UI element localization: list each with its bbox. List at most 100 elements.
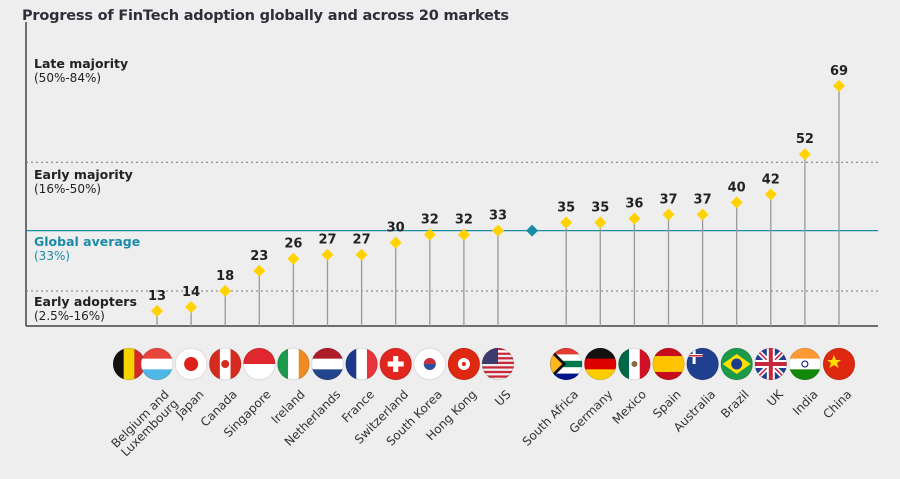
flag-part xyxy=(311,348,344,360)
flag-part xyxy=(482,366,514,369)
flag-part xyxy=(243,348,276,365)
flag-part xyxy=(731,358,743,370)
data-label: 23 xyxy=(250,249,268,264)
flag-outline xyxy=(686,347,719,381)
value-marker xyxy=(730,196,743,209)
japan-flag xyxy=(174,347,208,381)
flag-part xyxy=(550,352,563,376)
flag-part xyxy=(311,369,344,380)
flag-body xyxy=(720,348,753,380)
flag-part xyxy=(550,348,583,355)
flag-body xyxy=(209,348,242,380)
band-global-average: Global average (33%) xyxy=(34,234,140,264)
flag-body xyxy=(379,348,412,380)
flag-part xyxy=(123,348,135,380)
value-marker xyxy=(151,305,163,317)
china-flag xyxy=(822,347,856,381)
flag-part xyxy=(423,358,436,364)
data-label: 35 xyxy=(557,201,575,216)
uk-flag xyxy=(754,347,787,381)
value-marker xyxy=(492,224,504,237)
flag-outline xyxy=(822,347,856,381)
india-flag xyxy=(788,347,822,381)
flag-part xyxy=(221,360,230,368)
brazil-flag xyxy=(720,347,753,381)
flag-body xyxy=(113,348,145,380)
value-marker xyxy=(696,208,709,221)
data-label: 35 xyxy=(591,201,609,216)
band-early-adopters: Early adopters (2.5%-16%) xyxy=(34,294,137,324)
flag-outline xyxy=(277,347,310,381)
ireland-flag xyxy=(277,347,310,381)
data-label: 13 xyxy=(148,289,166,304)
flag-part xyxy=(652,356,685,365)
value-marker xyxy=(457,228,470,241)
flag-part xyxy=(788,369,821,380)
flag-part xyxy=(243,364,276,380)
data-label: 52 xyxy=(796,132,814,147)
value-marker xyxy=(833,79,845,92)
flag-part xyxy=(631,361,638,367)
band-early-majority: Early majority (16%-50%) xyxy=(34,167,133,197)
flag-part xyxy=(277,348,289,380)
flag-part xyxy=(652,364,685,373)
flag-outline xyxy=(788,347,822,381)
value-marker xyxy=(628,212,641,225)
data-label: 18 xyxy=(216,269,234,284)
flag-part xyxy=(230,348,242,380)
data-label: 30 xyxy=(387,221,405,236)
flag-outline xyxy=(447,347,481,381)
flag-body xyxy=(141,348,173,380)
flag-part xyxy=(584,369,617,380)
flag-outline xyxy=(618,347,651,381)
band-range: (16%-50%) xyxy=(34,182,102,196)
switzerland-flag xyxy=(379,347,412,381)
australia-flag xyxy=(686,347,719,381)
flag-outline xyxy=(652,347,685,381)
flag-body xyxy=(823,348,855,380)
flag-part xyxy=(550,360,583,368)
value-marker xyxy=(219,284,232,297)
flag-part xyxy=(652,372,685,380)
us-flag xyxy=(481,347,515,381)
band-label: Early majority xyxy=(34,167,133,182)
singapore-flag xyxy=(243,347,276,381)
flag-part xyxy=(639,348,651,380)
flag-body xyxy=(277,348,310,380)
value-marker xyxy=(764,188,777,201)
flag-part xyxy=(356,348,368,380)
band-label: Global average xyxy=(34,234,141,249)
flag-body xyxy=(243,348,276,380)
flag-outline xyxy=(481,347,515,381)
flag-part xyxy=(311,358,344,370)
flag-part xyxy=(801,360,809,368)
value-marker xyxy=(355,248,368,261)
data-label: 37 xyxy=(659,193,677,208)
flag-part xyxy=(584,348,617,360)
flag-outline xyxy=(379,347,412,381)
flag-part xyxy=(209,348,221,380)
band-late-majority: Late majority (50%-84%) xyxy=(34,56,128,86)
flag-outline xyxy=(584,347,617,381)
value-marker xyxy=(253,264,266,277)
mexico-flag xyxy=(618,347,651,381)
flag-part xyxy=(550,354,583,362)
flag-part xyxy=(141,358,173,370)
flag-body xyxy=(754,348,787,380)
flag-outline xyxy=(174,347,208,381)
flag-body xyxy=(652,348,685,380)
flag-part xyxy=(482,370,514,374)
flag-outline xyxy=(550,347,583,381)
flag-part xyxy=(298,348,310,380)
flag-body xyxy=(345,348,378,380)
band-label: Early adopters xyxy=(34,294,137,309)
flag-body xyxy=(311,348,344,380)
south-korea-flag xyxy=(413,347,446,381)
france-flag xyxy=(345,347,378,381)
data-label: 26 xyxy=(284,237,302,252)
flag-body xyxy=(413,348,446,380)
flag-part xyxy=(550,367,583,375)
flag-outline xyxy=(311,347,344,381)
